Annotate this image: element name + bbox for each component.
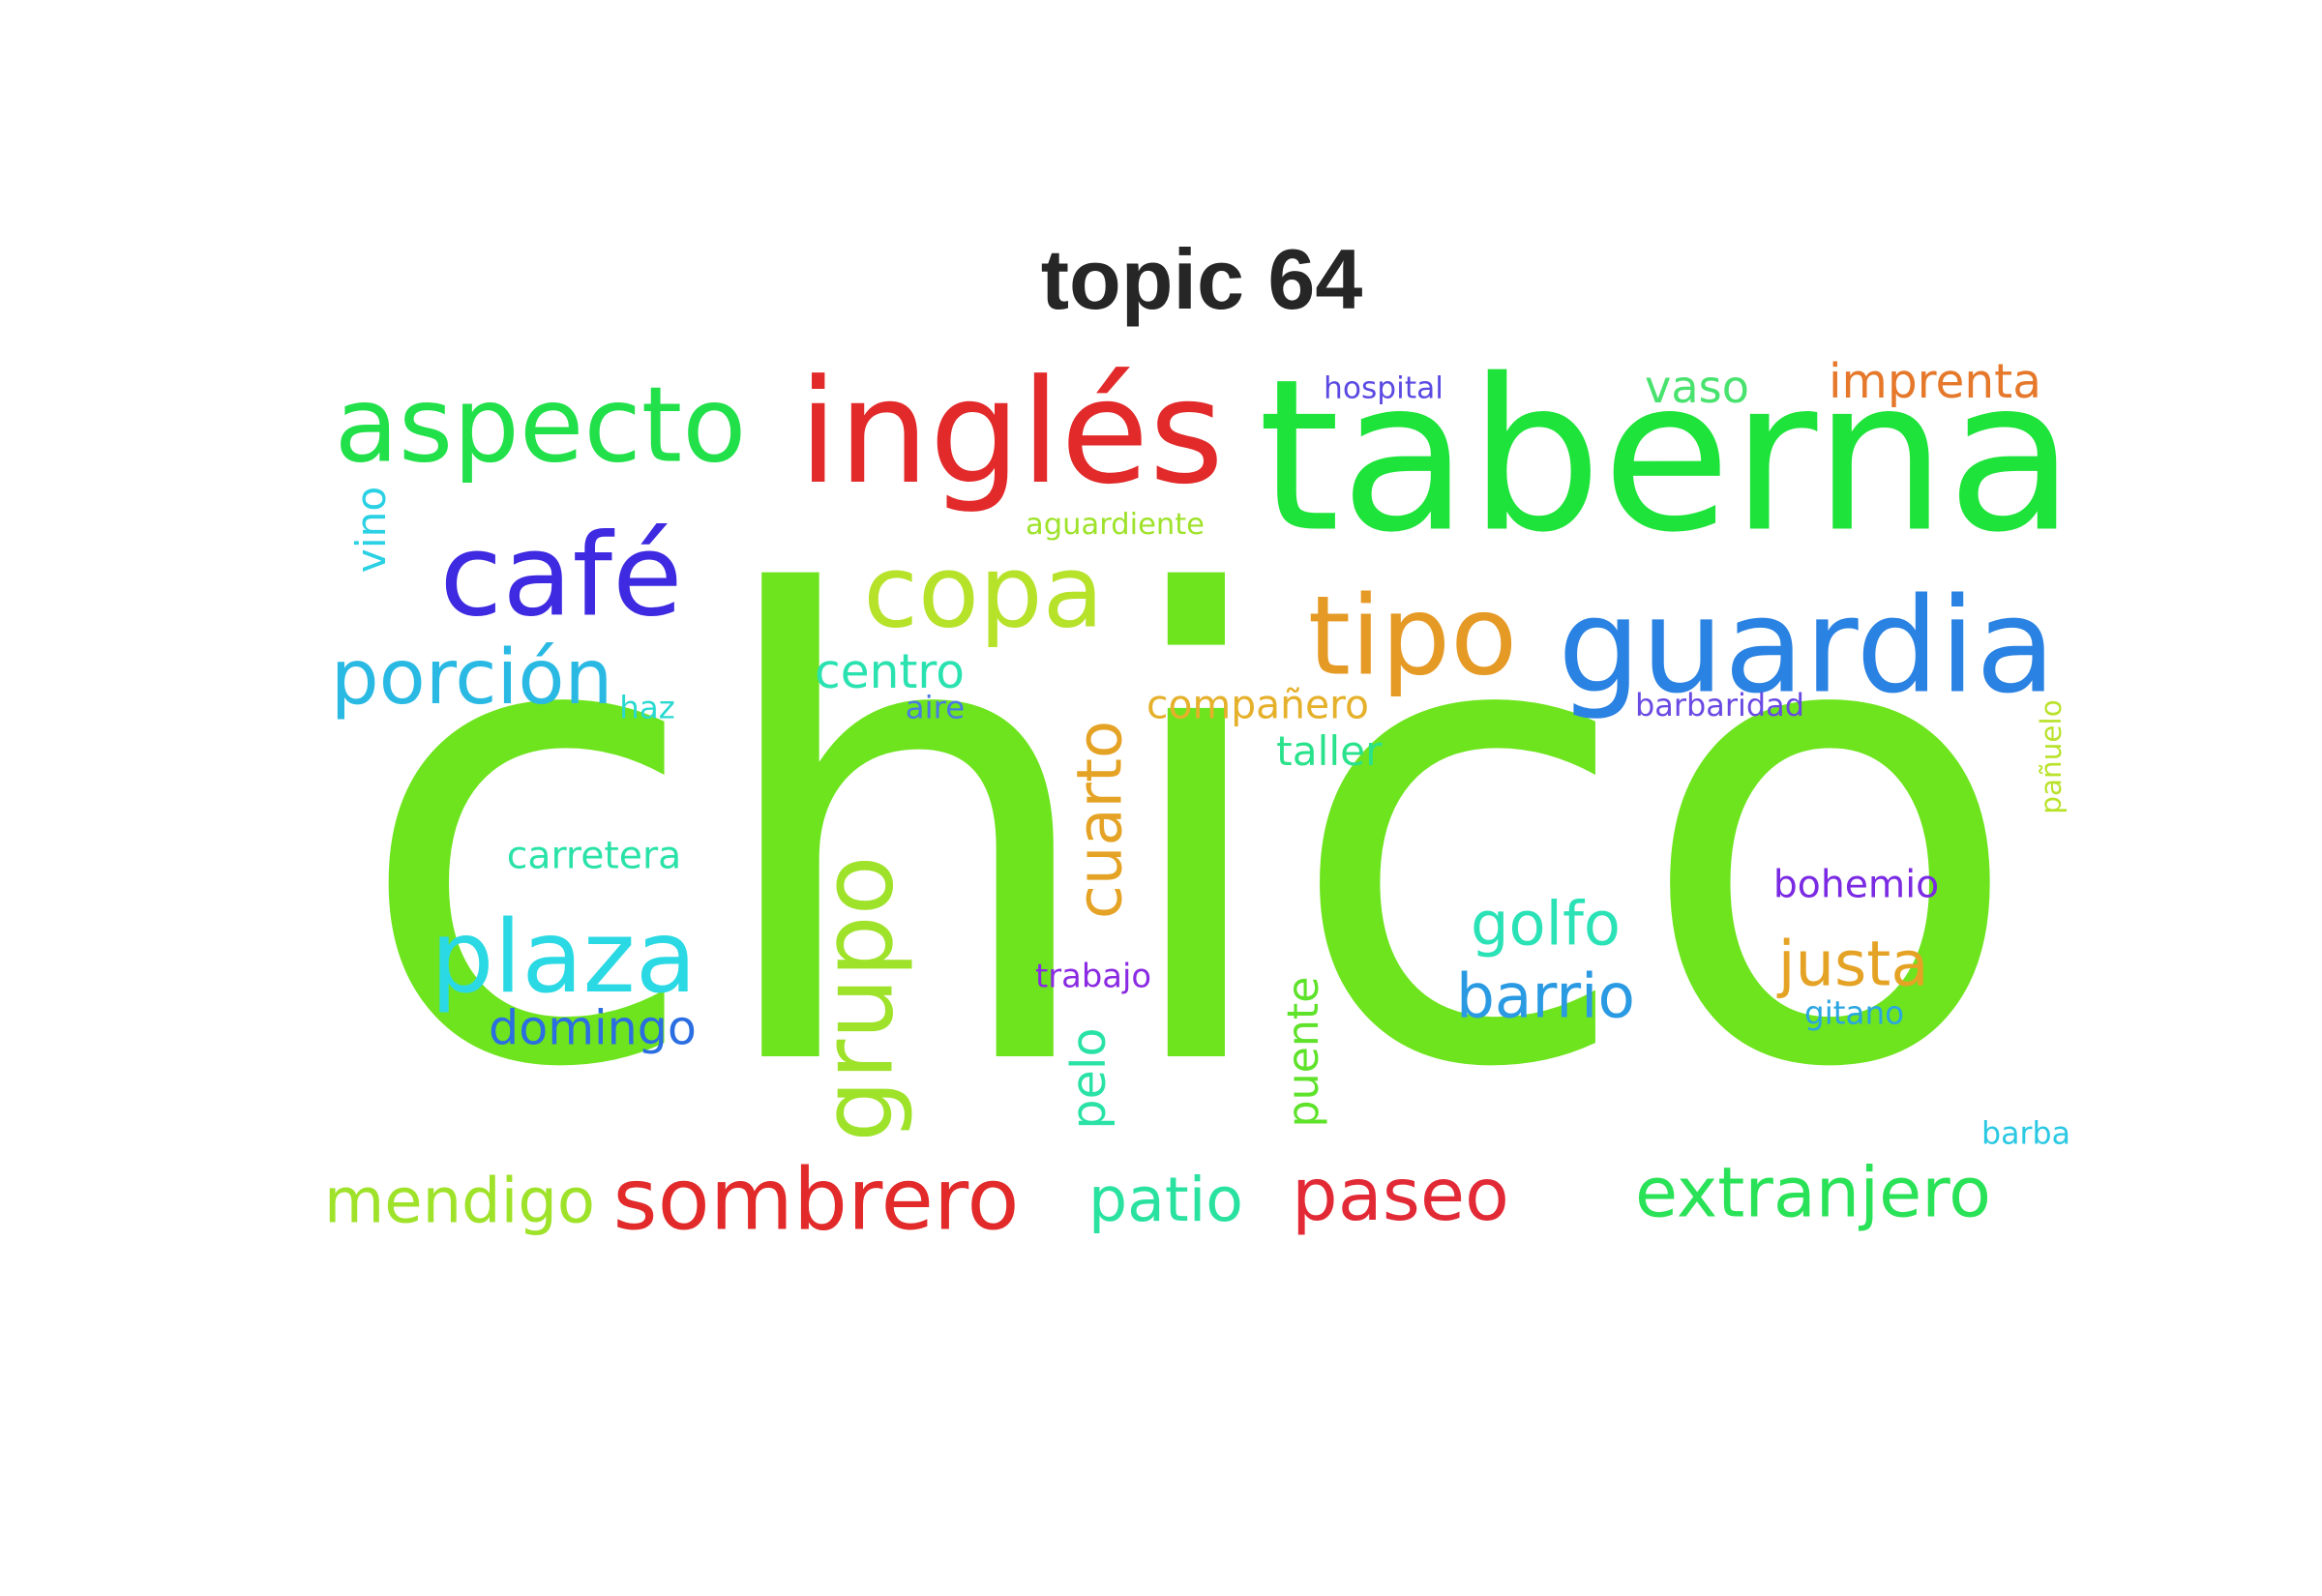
wordcloud-title: topic 64 xyxy=(1040,231,1363,327)
word-15: cuarto xyxy=(1065,721,1137,919)
word-9: plaza xyxy=(431,900,697,1016)
word-19: patio xyxy=(1088,1164,1243,1235)
word-39: aire xyxy=(906,690,965,726)
word-35: trabajo xyxy=(1035,958,1151,995)
word-3: inglés xyxy=(798,349,1224,517)
word-22: domingo xyxy=(489,1000,697,1056)
word-20: justa xyxy=(1776,930,1929,1001)
word-37: pañuelo xyxy=(2035,699,2068,813)
word-2: taberna xyxy=(1258,336,2075,579)
word-38: haz xyxy=(619,690,674,726)
word-13: paseo xyxy=(1292,1152,1509,1237)
word-30: bohemio xyxy=(1773,864,1939,907)
word-31: vino xyxy=(347,487,395,573)
word-24: puente xyxy=(1279,977,1328,1128)
word-23: imprenta xyxy=(1829,355,2041,409)
word-26: centro xyxy=(815,645,965,699)
word-34: barbaridad xyxy=(1635,687,1804,724)
word-1: chico xyxy=(353,466,2024,1207)
word-25: vaso xyxy=(1645,361,1749,413)
word-40: barba xyxy=(1981,1117,2070,1152)
word-33: hospital xyxy=(1324,371,1444,406)
word-6: tipo xyxy=(1308,573,1518,700)
word-32: aguardiente xyxy=(1026,508,1205,542)
word-10: sombrero xyxy=(613,1150,1020,1250)
word-7: copa xyxy=(863,535,1104,651)
word-14: extranjero xyxy=(1635,1152,1991,1233)
word-27: compañero xyxy=(1146,682,1369,728)
word-4: aspecto xyxy=(335,366,747,487)
word-28: carretera xyxy=(507,835,681,878)
word-21: pelo xyxy=(1060,1027,1116,1129)
word-16: mendigo xyxy=(324,1167,595,1238)
word-5: guardia xyxy=(1558,570,2056,723)
word-8: café xyxy=(439,510,682,642)
word-36: gitano xyxy=(1804,995,1904,1032)
word-29: taller xyxy=(1276,727,1383,775)
word-12: porción xyxy=(331,633,613,722)
word-11: grupo xyxy=(801,855,915,1141)
word-18: golfo xyxy=(1471,889,1621,960)
word-17: barrio xyxy=(1456,961,1635,1032)
